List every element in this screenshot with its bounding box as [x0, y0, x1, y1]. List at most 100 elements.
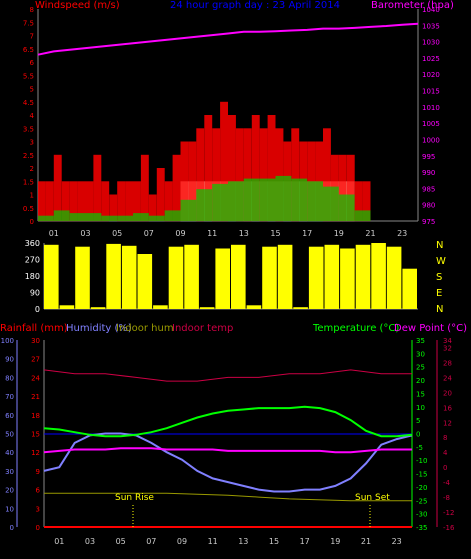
temp-y-tick-label: -5	[416, 444, 423, 452]
wind-y-tick-label: 6.5	[23, 46, 34, 54]
wind-y-tick-label: 3	[30, 139, 34, 147]
temp-y-tick-label: -15	[416, 471, 427, 479]
temperature-line	[43, 405, 413, 438]
baro-y-tick-label: 1000	[422, 137, 440, 145]
indoor-y-tick-label: -12	[443, 509, 454, 517]
direction-bar	[75, 246, 90, 309]
baro-y-tick-label: 985	[422, 185, 435, 193]
gust-bar	[101, 181, 110, 222]
compass-label: E	[436, 288, 442, 299]
gust-bar	[315, 141, 323, 221]
rain-y-tick-label: 21	[31, 393, 40, 401]
direction-bar	[121, 245, 137, 310]
wind-bars	[38, 175, 371, 222]
direction-y-tick-label: 0	[35, 305, 40, 314]
humidity-y-tick-label: 40	[5, 449, 14, 457]
baro-y-tick-label: 1020	[422, 71, 440, 79]
rain-y-tick-label: 3	[36, 505, 40, 513]
baro-y-tick-label: 1015	[422, 88, 440, 96]
gust-bar	[275, 128, 284, 222]
rain-y-tick-label: 12	[31, 449, 40, 457]
wind-x-tick-label: 11	[207, 229, 217, 238]
direction-bar	[90, 307, 106, 309]
dewpoint-title: Dew Point (°C)	[394, 323, 467, 334]
temp-y-tick-label: 15	[416, 390, 425, 398]
wind-bar	[291, 178, 308, 221]
wind-x-tick-label: 13	[239, 229, 249, 238]
temp-y-tick-label: 5	[416, 417, 420, 425]
rain-y-tick-label: 18	[31, 412, 40, 420]
gust-bar	[45, 181, 54, 222]
indoor-y-tick-label: 4	[443, 449, 448, 457]
gust-bar	[235, 128, 244, 222]
rain-y-tick-label: 24	[31, 374, 40, 382]
indoor-y-tick-label: 24	[443, 374, 452, 382]
indoor-hum-line	[44, 492, 412, 502]
rain-y-ticks: 0 3 6 9 12 15 18 21 24 27 30	[31, 337, 40, 532]
indoor-y-tick-label: 32	[443, 345, 452, 353]
gust-bar	[259, 128, 268, 222]
wind-x-tick-label: 21	[365, 229, 375, 238]
temp-x-ticks: 01 03 05 07 09 11 13 15 17 19 21 23	[54, 537, 402, 546]
wind-bar	[148, 215, 165, 221]
rainfall-title: Rainfall (mm)	[0, 323, 68, 334]
wind-x-tick-label: 15	[270, 229, 280, 238]
wind-bar	[323, 186, 339, 221]
temp-y-tick-label: 35	[416, 337, 425, 345]
direction-bar	[293, 307, 308, 309]
gust-bar	[267, 115, 276, 221]
temp-x-tick-label: 23	[392, 537, 402, 546]
baro-y-tick-label: 995	[422, 153, 435, 161]
direction-bar	[184, 244, 199, 309]
temperature-title: Temperature (°C)	[312, 323, 399, 334]
humidity-y-tick-label: 100	[1, 337, 14, 345]
gust-bar	[188, 141, 197, 221]
wind-bar	[38, 215, 54, 221]
compass-label: S	[436, 272, 442, 283]
humidity-y-tick-label: 0	[10, 524, 14, 532]
rain-y-tick-label: 30	[31, 337, 40, 345]
wind-x-tick-label: 07	[144, 229, 154, 238]
indoor-temp-title: Indoor temp	[172, 323, 233, 334]
baro-y-ticks: 975 980 985 990 995 1000 1005 1010 1015 1020 1025 1…	[422, 6, 440, 226]
gust-bar	[354, 181, 363, 222]
gust-bar	[338, 154, 347, 222]
wind-y-tick-label: 7	[30, 33, 34, 41]
humidity-y-tick-label: 80	[5, 374, 14, 382]
gust-bar	[38, 181, 46, 222]
gust-bar	[243, 128, 252, 222]
windspeed-title: Windspeed (m/s)	[35, 0, 120, 11]
rain-y-tick-label: 0	[36, 524, 40, 532]
wind-y-tick-label: 7.5	[23, 19, 34, 27]
direction-bar	[246, 305, 262, 309]
gust-bar	[180, 141, 189, 221]
temp-x-tick-label: 07	[146, 537, 156, 546]
indoor-y-tick-label: -8	[443, 494, 450, 502]
sunrise-label: Sun Rise	[115, 493, 154, 503]
indoor-y-tick-label: 0	[443, 464, 447, 472]
temp-y-tick-label: 10	[416, 404, 425, 412]
indoor-y-tick-label: 34	[443, 337, 452, 345]
humidity-y-tick-label: 10	[5, 505, 14, 513]
wind-y-tick-label: 2	[30, 165, 34, 173]
temp-x-tick-label: 09	[177, 537, 187, 546]
wind-bar	[164, 210, 181, 221]
gust-bar	[53, 154, 62, 222]
gust-bar	[156, 168, 165, 221]
gust-bar	[93, 154, 102, 222]
indoor-y-tick-label: 8	[443, 434, 447, 442]
indoor-y-tick-label: 28	[443, 359, 452, 367]
direction-y-tick-label: 180	[25, 272, 40, 281]
baro-y-tick-label: 1040	[422, 6, 440, 14]
wind-x-tick-label: 03	[80, 229, 90, 238]
gust-bar	[323, 128, 331, 222]
baro-y-tick-label: 1005	[422, 120, 440, 128]
rain-y-tick-label: 27	[31, 356, 40, 364]
rain-y-tick-label: 9	[36, 468, 40, 476]
temp-x-tick-label: 21	[361, 537, 371, 546]
wind-y-tick-label: 3.5	[23, 125, 34, 133]
indoor-temp-line	[43, 369, 412, 382]
wind-y-tick-label: 1.5	[23, 178, 34, 186]
indoor-hum-title: Indoor hum	[116, 323, 174, 334]
wind-bar	[307, 181, 323, 222]
